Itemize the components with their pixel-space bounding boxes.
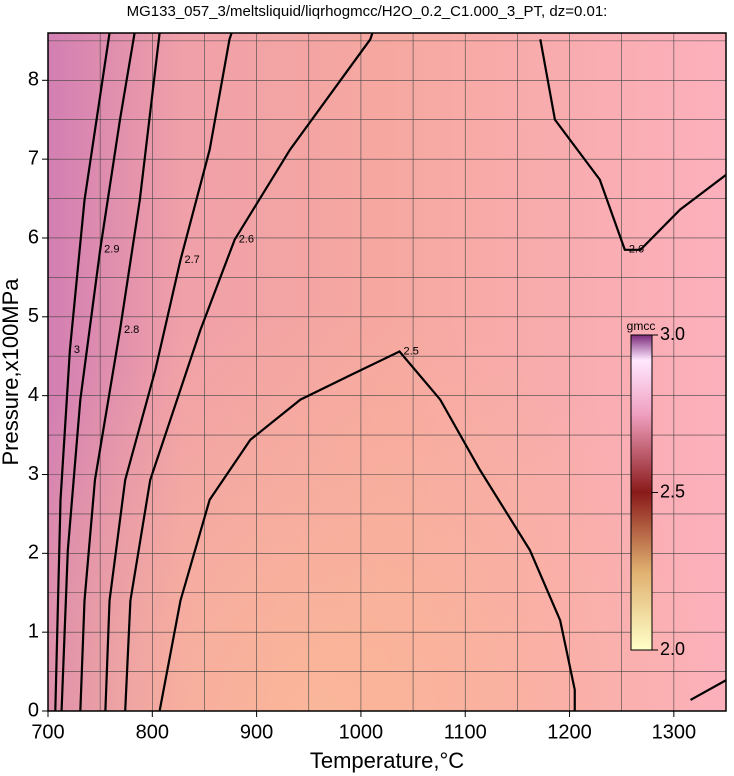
contours: 2.5 2.5 2.6 2.6 2.7 2.8 2.9 3 (54, 33, 734, 711)
x-tick-label: 1100 (444, 721, 487, 743)
y-tick-label: 7 (28, 147, 39, 169)
x-tick-label: 1000 (339, 721, 384, 743)
contour-label: 2.5 (404, 345, 419, 357)
plot-shading (48, 33, 726, 711)
y-tick-label: 0 (28, 699, 39, 721)
colorbar-tick-label: 2.0 (660, 639, 685, 659)
colorbar-tick-label: 3.0 (660, 324, 685, 344)
contour-label: 2.6 (239, 233, 254, 245)
x-tick-label: 800 (136, 721, 169, 743)
x-tick-label: 900 (240, 721, 273, 743)
colorbar-label: gmcc (627, 319, 656, 333)
colorbar-ticks: 2.0 2.5 3.0 (652, 324, 685, 659)
y-tick-label: 3 (28, 463, 39, 485)
colorbar (630, 334, 653, 651)
contour-line (158, 350, 576, 711)
y-tick-label: 1 (28, 620, 39, 642)
contour-label: 3 (74, 344, 80, 356)
contour-label: 2.9 (104, 244, 119, 256)
colorbar-tick-label: 2.5 (660, 481, 685, 501)
contour-line (79, 33, 161, 711)
contour-line (54, 33, 111, 711)
x-axis-label: Temperature,°C (310, 748, 464, 773)
y-tick-label: 8 (28, 69, 39, 91)
y-tick-label: 2 (28, 542, 39, 564)
contour-line (60, 33, 136, 711)
contour-label: 2.7 (184, 254, 199, 266)
y-tick-label: 4 (28, 384, 39, 406)
x-tick-label: 700 (31, 721, 64, 743)
y-tick-label: 6 (28, 226, 39, 248)
contour-label: 2.5 (730, 674, 734, 686)
y-tick-label: 5 (28, 305, 39, 327)
chart-title: MG133_057_3/meltsliquid/liqrhogmcc/H2O_0… (127, 3, 608, 20)
plot-frame (47, 32, 727, 712)
contour-label: 2.8 (124, 324, 139, 336)
contour-line (104, 33, 233, 711)
contour-line (690, 679, 726, 701)
grid (48, 33, 726, 711)
contour-label: 2.6 (629, 244, 644, 256)
contour-line (539, 39, 726, 251)
contour-line (124, 33, 374, 711)
x-tick-label: 1300 (652, 721, 697, 743)
y-axis-label: Pressure,x100MPa (0, 278, 23, 466)
x-tick-label: 1200 (547, 721, 592, 743)
